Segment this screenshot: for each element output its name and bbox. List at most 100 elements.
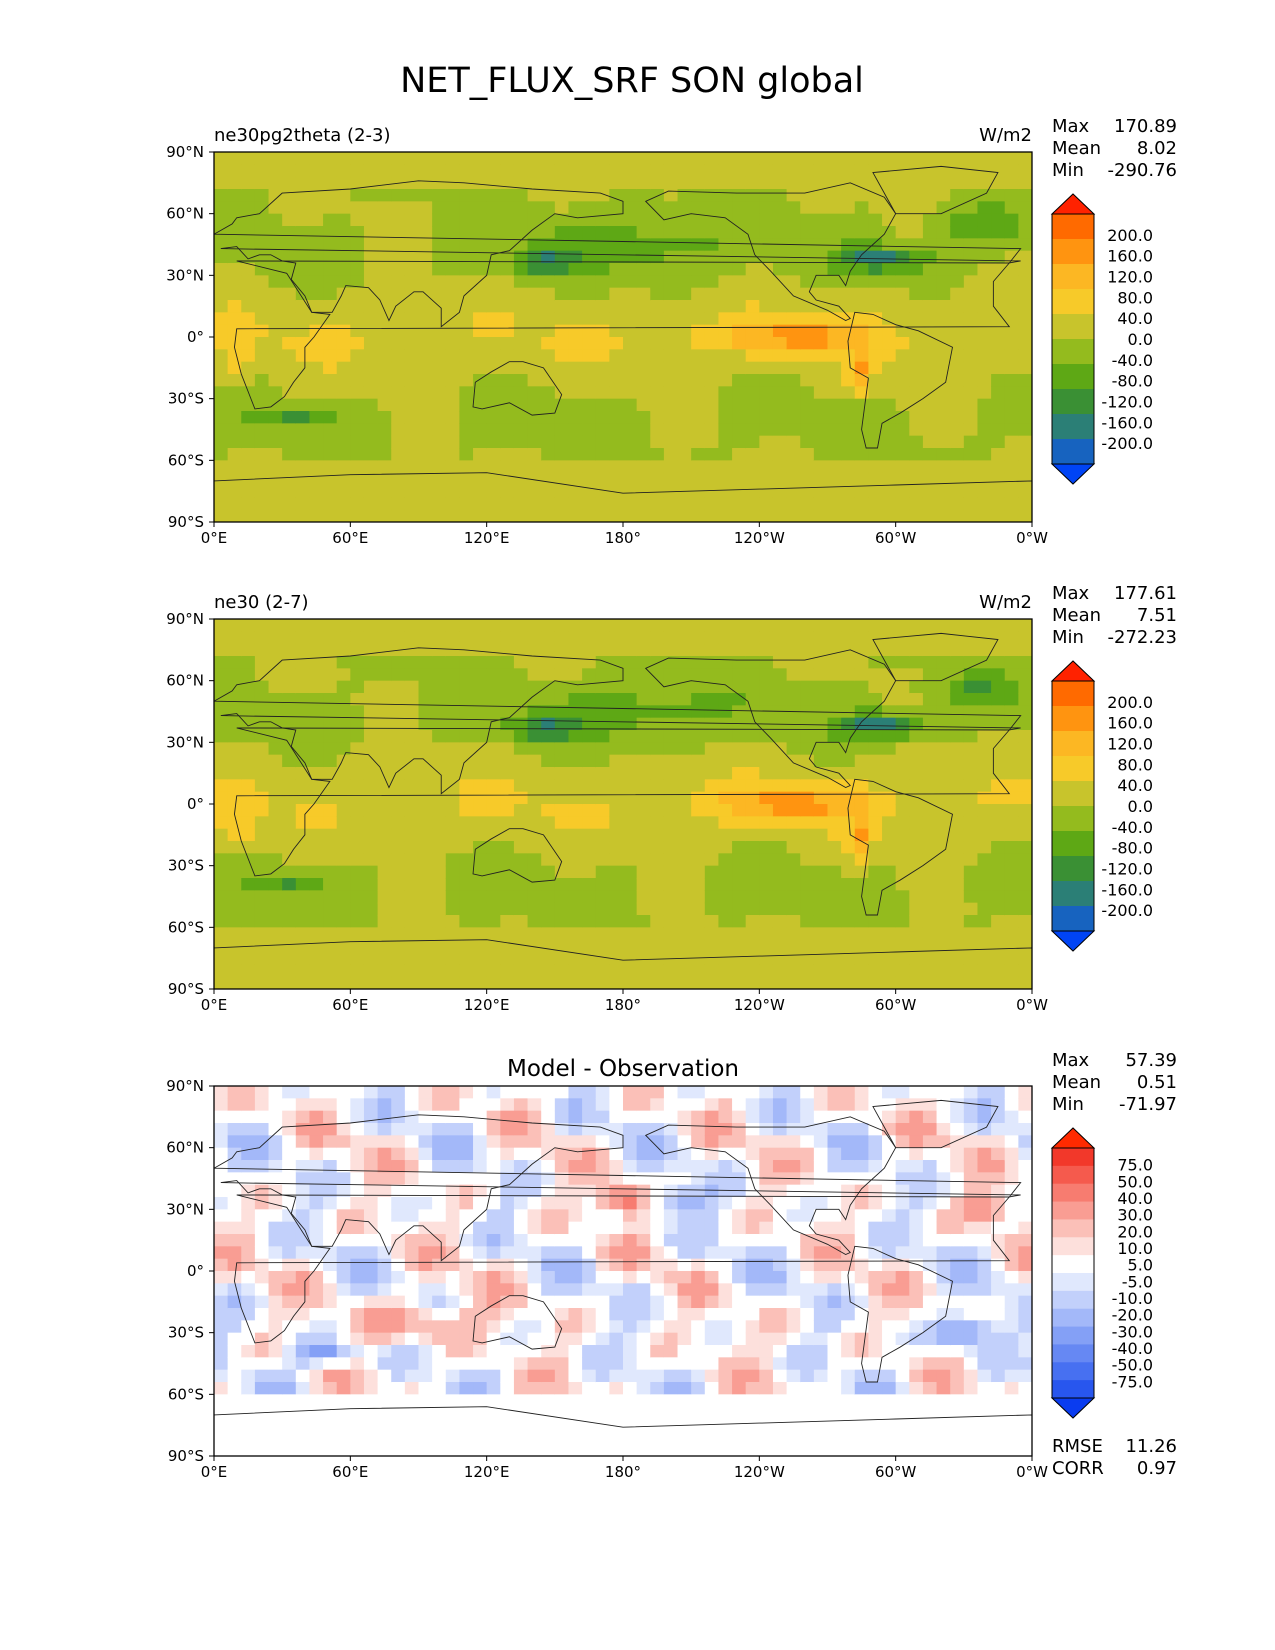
field-cell <box>459 472 474 486</box>
field-cell <box>800 828 815 842</box>
field-cell <box>500 1295 515 1309</box>
field-cell <box>268 680 283 694</box>
stat-value: 7.51 <box>1137 605 1177 626</box>
field-cell <box>323 189 338 202</box>
field-cell <box>323 1110 338 1124</box>
field-cell <box>227 448 242 461</box>
field-cell <box>691 349 706 363</box>
field-cell <box>268 398 283 412</box>
field-cell <box>568 828 583 842</box>
field-cell <box>513 767 529 780</box>
field-cell <box>541 1283 556 1297</box>
field-cell <box>418 816 433 830</box>
field-cell <box>377 1443 392 1456</box>
field-cell <box>323 890 338 904</box>
field-cell <box>404 902 420 916</box>
field-cell <box>609 361 624 375</box>
field-cell <box>636 485 651 498</box>
field-cell <box>432 164 447 178</box>
field-cell <box>527 238 542 252</box>
field-cell <box>432 791 447 805</box>
field-cell <box>336 631 351 645</box>
field-cell <box>909 337 924 350</box>
field-cell <box>582 300 597 313</box>
field-cell <box>473 668 488 682</box>
field-cell <box>391 361 406 375</box>
field-cell <box>282 176 297 190</box>
field-cell <box>609 1258 624 1272</box>
field-cell <box>214 1197 229 1210</box>
field-cell <box>841 890 856 904</box>
field-cell <box>282 1283 297 1297</box>
field-cell <box>745 312 760 326</box>
field-cell <box>636 1110 651 1124</box>
field-cell <box>800 730 815 743</box>
field-cell <box>963 730 979 743</box>
field-cell <box>759 754 774 768</box>
field-cell <box>813 263 829 276</box>
field-cell <box>404 927 420 941</box>
field-cell <box>772 631 788 645</box>
field-cell <box>309 779 324 793</box>
field-cell <box>527 1197 542 1210</box>
field-cell <box>772 398 788 412</box>
colorbar-outline <box>1051 680 1095 932</box>
field-cell <box>227 263 242 276</box>
field-cell <box>554 164 570 178</box>
field-cell <box>309 1135 324 1149</box>
field-cell <box>1018 656 1032 669</box>
field-cell <box>595 730 610 743</box>
field-cell <box>459 656 474 669</box>
field-cell <box>745 1123 760 1136</box>
field-cell <box>636 890 651 904</box>
field-cell <box>922 964 938 978</box>
field-cell <box>323 717 338 731</box>
field-cell <box>732 915 747 928</box>
field-cell <box>977 619 992 632</box>
field-cell <box>922 300 938 313</box>
field-cell <box>950 779 965 793</box>
field-cell <box>772 361 788 375</box>
field-cell <box>745 386 760 400</box>
field-cell <box>214 680 229 694</box>
field-cell <box>1004 201 1019 215</box>
field-cell <box>868 828 883 842</box>
field-cell <box>432 1110 447 1124</box>
field-cell <box>977 189 992 202</box>
field-cell <box>854 939 869 953</box>
field-cell <box>745 1308 760 1321</box>
field-cell <box>609 1209 624 1223</box>
colorbar-swatch <box>1052 364 1094 390</box>
field-cell <box>323 631 338 645</box>
field-cell <box>691 1172 706 1186</box>
field-cell <box>1018 201 1032 215</box>
field-cell <box>500 1209 515 1223</box>
field-cell <box>391 705 406 719</box>
field-cell <box>541 952 556 965</box>
field-cell <box>459 767 474 780</box>
field-cell <box>595 619 610 632</box>
field-cell <box>650 693 665 706</box>
field-cell <box>391 1271 406 1284</box>
field-cell <box>650 952 665 965</box>
field-cell <box>813 201 829 215</box>
field-cell <box>732 1394 747 1408</box>
field-cell <box>718 1406 733 1420</box>
field-cell <box>513 828 529 842</box>
field-cell <box>623 1172 638 1186</box>
field-cell <box>309 176 324 190</box>
field-cell <box>377 263 392 276</box>
field-cell <box>636 1221 651 1235</box>
field-cell <box>813 448 829 461</box>
field-cell <box>268 435 283 449</box>
field-cell <box>636 878 651 891</box>
field-cell <box>241 1431 256 1445</box>
field-cell <box>391 1147 406 1161</box>
field-cell <box>363 497 379 511</box>
field-cell <box>991 312 1006 326</box>
field-cell <box>909 435 924 449</box>
field-cell <box>309 1234 324 1247</box>
field-cell <box>527 742 542 756</box>
field-cell <box>623 1197 638 1210</box>
field-cell <box>268 226 283 239</box>
